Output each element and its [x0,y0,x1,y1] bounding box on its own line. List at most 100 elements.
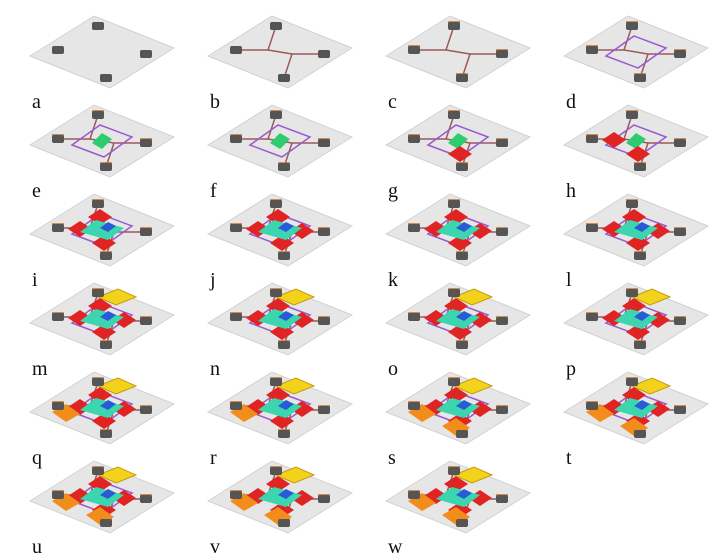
panel-label: i [32,269,38,291]
support [448,289,460,297]
support [674,406,686,414]
panel-label: v [210,536,220,557]
support [92,289,104,297]
panel-label: b [210,91,220,113]
support [496,50,508,58]
support [92,467,104,475]
support [100,252,112,260]
support [270,200,282,208]
support [496,317,508,325]
support [230,224,242,232]
support [140,495,152,503]
support [408,224,420,232]
support [318,317,330,325]
panel-label: a [32,91,41,113]
support [496,406,508,414]
support [278,341,290,349]
support [52,313,64,321]
support [456,74,468,82]
support [318,495,330,503]
support [448,200,460,208]
support [496,228,508,236]
support [140,406,152,414]
support [448,111,460,119]
support [586,313,598,321]
support [278,252,290,260]
support [448,22,460,30]
support [408,402,420,410]
support [456,252,468,260]
panel-label: f [210,180,217,202]
support [140,317,152,325]
support [586,135,598,143]
support [318,50,330,58]
support [674,50,686,58]
support [634,163,646,171]
panel-label: t [566,447,572,469]
support [100,519,112,527]
panel-label: w [388,536,403,557]
support [230,402,242,410]
support [586,46,598,54]
support [626,378,638,386]
support [456,430,468,438]
support [52,402,64,410]
panel-label: g [388,180,398,202]
support [456,519,468,527]
support [230,135,242,143]
support [230,46,242,54]
support [674,317,686,325]
support [270,22,282,30]
support [270,289,282,297]
support [634,252,646,260]
support [140,50,152,58]
support [674,139,686,147]
support [496,139,508,147]
support [456,341,468,349]
support [92,378,104,386]
panel-label: u [32,536,42,557]
support [278,430,290,438]
support [408,491,420,499]
support [140,228,152,236]
panel-label: p [566,358,576,380]
panel-label: s [388,447,396,469]
support [626,111,638,119]
support [408,46,420,54]
support [626,22,638,30]
panel-label: o [388,358,398,380]
support [586,224,598,232]
support [586,402,598,410]
figure: abcdefghijklmnopqrstuvw [0,0,713,557]
support [100,341,112,349]
support [496,495,508,503]
panel-label: q [32,447,42,469]
support [92,200,104,208]
panel-label: n [210,358,220,380]
support [448,467,460,475]
support [318,406,330,414]
panel-label: m [32,358,48,380]
support [140,139,152,147]
support [100,430,112,438]
support [278,163,290,171]
support [278,74,290,82]
support [408,135,420,143]
support [626,200,638,208]
support [448,378,460,386]
support [634,341,646,349]
panel-label: c [388,91,397,113]
support [92,22,104,30]
panel-label: j [209,269,216,291]
support [270,111,282,119]
support [278,519,290,527]
support [626,289,638,297]
support [674,228,686,236]
support [270,467,282,475]
support [52,224,64,232]
support [230,313,242,321]
panel-label: r [210,447,217,469]
support [100,163,112,171]
support [52,46,64,54]
support [408,313,420,321]
